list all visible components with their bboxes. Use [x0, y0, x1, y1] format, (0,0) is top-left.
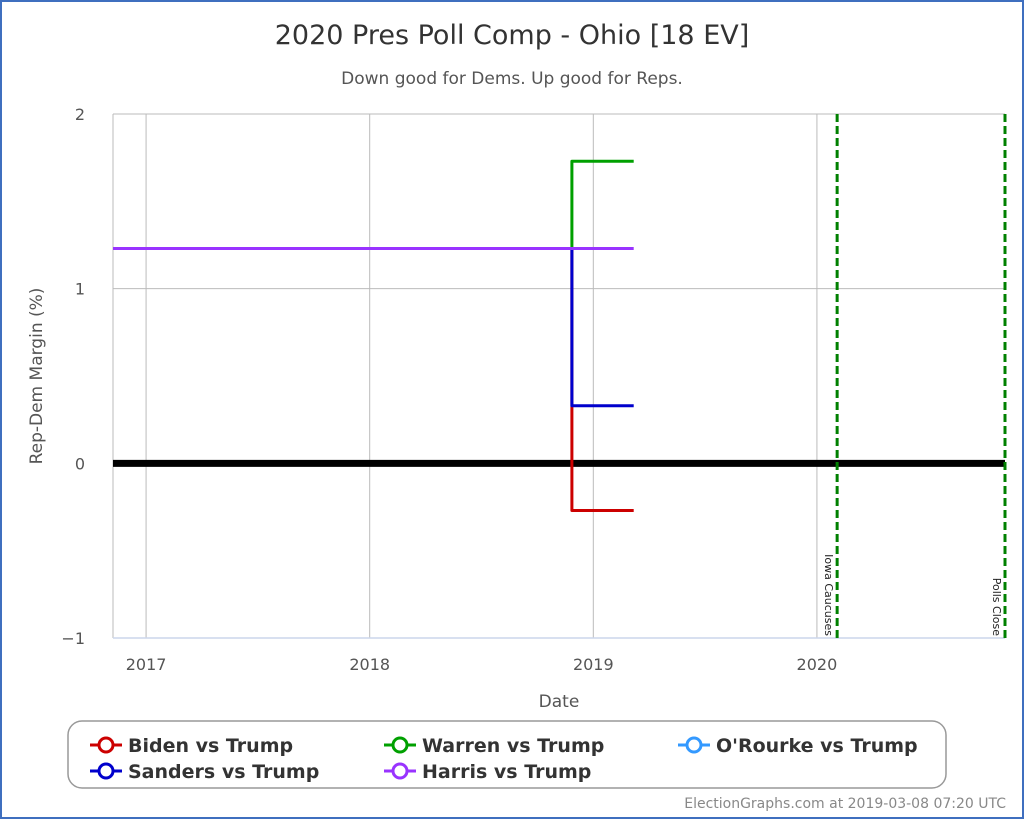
x-tick-label: 2018: [349, 655, 390, 674]
legend-label: Warren vs Trump: [422, 735, 604, 757]
legend-item[interactable]: Harris vs Trump: [384, 761, 591, 783]
annotation-label: Polls Close: [990, 578, 1003, 637]
y-tick-label: 2: [75, 105, 85, 124]
legend-item[interactable]: Sanders vs Trump: [90, 761, 319, 783]
y-axis-label: Rep-Dem Margin (%): [27, 288, 47, 465]
y-tick-label: 0: [75, 454, 85, 473]
chart-title: 2020 Pres Poll Comp - Ohio [18 EV]: [275, 20, 750, 51]
chart-subtitle: Down good for Dems. Up good for Reps.: [341, 69, 683, 89]
annotation-label: Iowa Caucuses: [822, 554, 835, 636]
x-tick-label: 2017: [126, 655, 167, 674]
legend-item[interactable]: Warren vs Trump: [384, 735, 604, 757]
legend-circle-icon: [685, 736, 703, 754]
y-tick-label: −1: [61, 629, 85, 648]
legend-label: Sanders vs Trump: [128, 761, 319, 783]
series-line-biden: [113, 247, 634, 512]
series-line-warren: [113, 159, 634, 250]
legend-label: O'Rourke vs Trump: [716, 735, 918, 757]
y-tick-label: 1: [75, 280, 85, 299]
legend-circle-icon: [97, 736, 115, 754]
series-line-sanders: [113, 247, 634, 408]
credit-text: ElectionGraphs.com at 2019-03-08 07:20 U…: [684, 796, 1006, 812]
x-tick-label: 2019: [573, 655, 614, 674]
legend-label: Biden vs Trump: [128, 735, 293, 757]
x-axis-label: Date: [539, 692, 580, 712]
legend-box: [67, 720, 947, 789]
legend-item[interactable]: O'Rourke vs Trump: [678, 735, 918, 757]
x-tick-label: 2020: [797, 655, 838, 674]
legend-circle-icon: [97, 762, 115, 780]
legend-label: Harris vs Trump: [422, 761, 591, 783]
legend-circle-icon: [391, 736, 409, 754]
legend-item[interactable]: Biden vs Trump: [90, 735, 293, 757]
legend-circle-icon: [391, 762, 409, 780]
